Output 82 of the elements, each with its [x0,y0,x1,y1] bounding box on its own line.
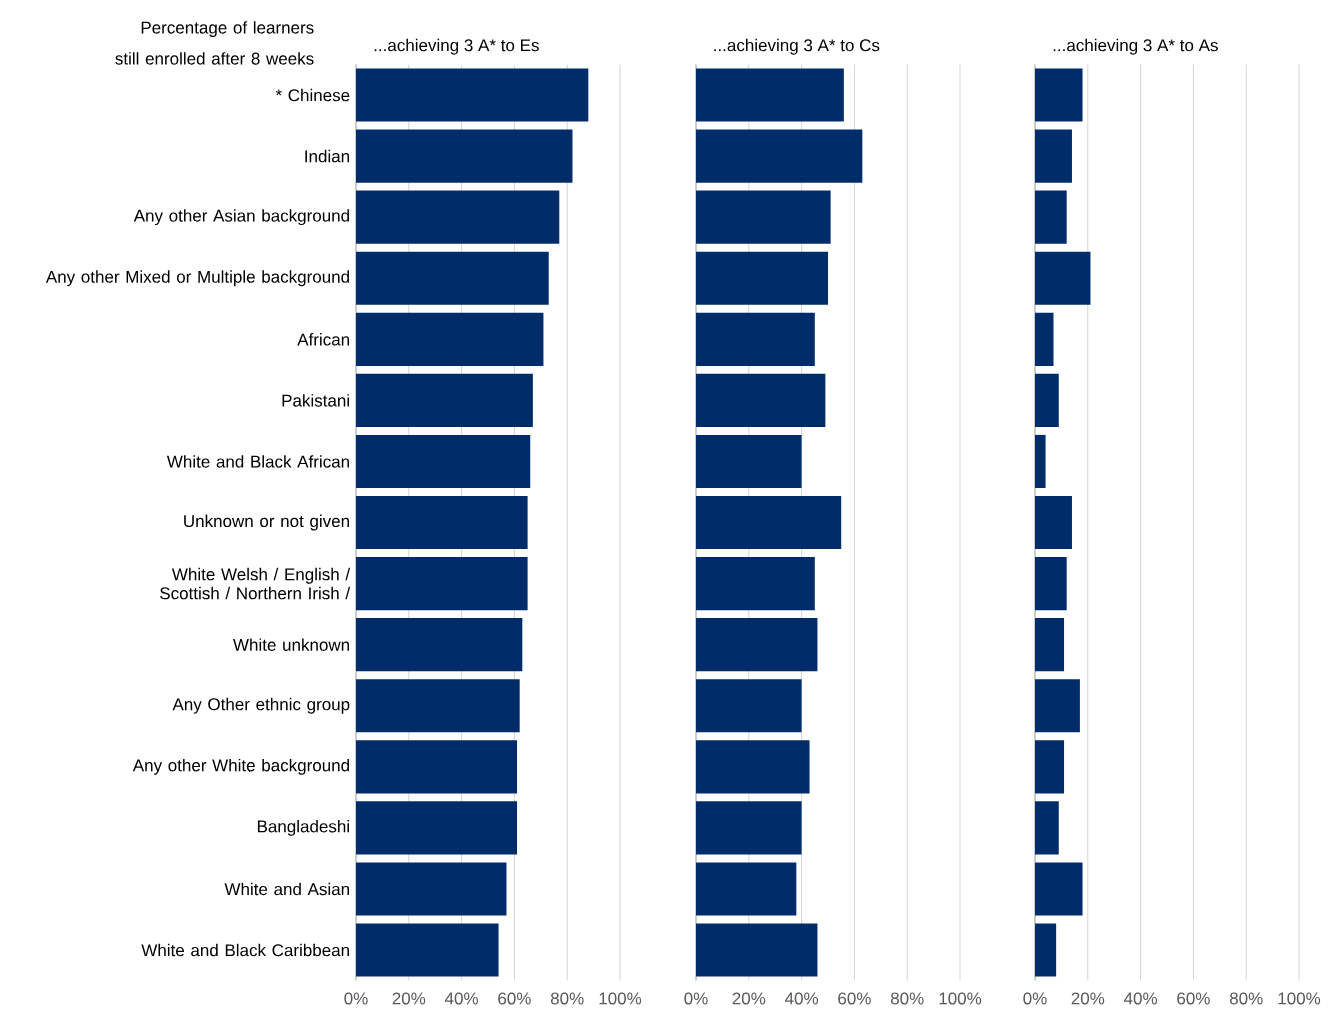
y-tick-label: White unknown [233,638,349,651]
x-tick-label: 20% [392,992,426,1005]
bar [1035,129,1072,183]
bar [356,190,560,244]
bar [1035,557,1067,611]
y-tick-label: Any other Mixed or Multiple background [45,270,349,287]
y-tick-label: White and Black African [166,455,349,468]
x-tick-label: 40% [1123,992,1158,1005]
bar [696,801,802,855]
bar [696,740,810,794]
bar [356,68,589,122]
bar [1035,495,1072,550]
x-tick-label: 60% [1177,992,1210,1005]
bar [696,862,797,916]
y-tick-label: African [297,333,350,346]
chart-title: ...achieving 3 A* to As [1053,38,1218,55]
x-tick-label: 0% [1023,992,1047,1005]
bar [1035,190,1067,244]
bar [1035,862,1083,916]
x-tick-label: 80% [1229,992,1263,1005]
y-tick-label: Bangladeshi [257,819,349,836]
y-axis-title: Percentage of learners still enrolled after 8 weeks [115,21,314,65]
bar [696,434,802,489]
bar [356,129,573,183]
y-tick-label: * Chinese [275,88,350,102]
bar [1035,373,1059,427]
bar [356,618,523,672]
bar [1035,740,1065,794]
bar [696,679,802,733]
bar [1035,68,1083,122]
bar [1035,618,1065,672]
y-tick-label: White and Black Caribbean [141,943,349,957]
bar [1035,312,1054,366]
bar [696,190,831,244]
bar [696,923,818,977]
y-tick-label: Unknown or not given [184,514,349,531]
bar [696,373,826,427]
bar [356,557,528,611]
y-tick-label: Any other White background [132,758,349,775]
bar [356,495,528,550]
x-tick-label: 40% [444,992,478,1005]
y-tick-label: Any other Asian background [133,209,349,226]
bar [356,740,518,794]
x-tick-label: 80% [550,992,584,1005]
x-tick-label: 100% [599,992,642,1005]
bar [1035,434,1046,489]
bar [1035,679,1080,733]
bar [696,129,863,183]
bar [1035,923,1057,977]
x-tick-label: 20% [732,992,766,1005]
x-tick-label: 40% [784,992,819,1005]
y-tick-label: Pakistani [282,394,349,407]
bar [356,434,531,489]
x-tick-label: 60% [838,992,871,1005]
bar [356,679,520,733]
x-tick-label: 100% [1278,992,1321,1005]
x-tick-label: 20% [1071,992,1105,1005]
x-tick-label: 80% [890,992,924,1005]
bar [356,862,507,916]
bar [1035,801,1059,855]
y-tick-label: Any Other ethnic group [172,697,350,714]
x-tick-label: 0% [344,992,368,1005]
bar [696,68,844,122]
bar [356,251,549,305]
bar [356,923,499,977]
bar [696,312,815,366]
bar [696,618,818,672]
bar [696,557,815,611]
x-tick-label: 0% [684,992,708,1005]
bar [356,373,533,427]
bar [1035,251,1091,305]
chart-title: ...achieving 3 A* to Cs [714,38,880,55]
chart-title: ...achieving 3 A* to Es [374,38,539,55]
y-tick-label: White Welsh / English / Scottish / Northern Irish / [160,567,351,600]
bar [696,495,842,550]
x-tick-label: 100% [939,992,982,1005]
bar [356,801,518,855]
y-tick-label: White and Asian [224,882,349,896]
bar [696,251,829,305]
y-tick-label: Indian [305,149,350,163]
bar [356,312,544,366]
x-tick-label: 60% [498,992,531,1005]
